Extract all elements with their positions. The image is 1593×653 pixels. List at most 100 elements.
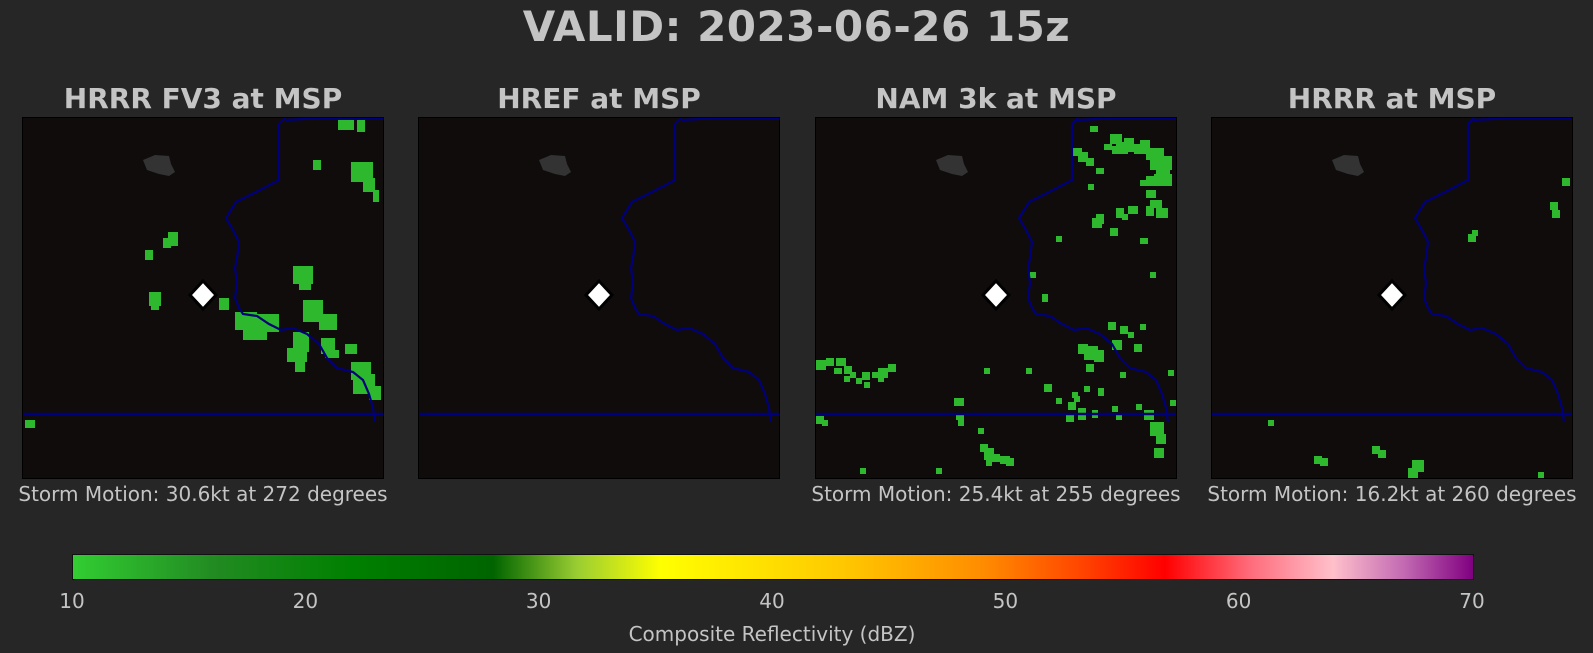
reflectivity-cell [1116, 414, 1122, 420]
state-border-line [284, 118, 383, 122]
reflectivity-cell [1078, 152, 1088, 162]
reflectivity-cell [878, 368, 888, 378]
reflectivity-cell [1320, 458, 1328, 466]
reflectivity-cell [299, 282, 311, 290]
reflectivity-cell [1090, 126, 1098, 132]
reflectivity-cell [1146, 190, 1156, 198]
reflectivity-cell [1140, 180, 1146, 186]
reflectivity-cell [1154, 448, 1164, 458]
colorbar-tick-label: 60 [1225, 589, 1252, 613]
reflectivity-cell [1154, 174, 1172, 186]
reflectivity-cell [878, 376, 884, 382]
reflectivity-cell [1078, 414, 1086, 420]
reflectivity-echoes [816, 126, 1176, 474]
reflectivity-cell [1104, 144, 1112, 150]
reflectivity-cell [1150, 200, 1162, 208]
reflectivity-cell [958, 420, 964, 426]
map-frame[interactable] [418, 117, 780, 479]
reflectivity-cell [836, 358, 846, 366]
reflectivity-cell [862, 372, 870, 380]
reflectivity-cell [1128, 332, 1134, 338]
reflectivity-cell [1268, 420, 1274, 426]
reflectivity-cell [1120, 326, 1128, 334]
reflectivity-cell [1092, 218, 1102, 228]
reflectivity-cell [1110, 134, 1122, 144]
panel-title: HRRR FV3 at MSP [63, 82, 343, 115]
map-frame[interactable] [1211, 117, 1573, 479]
reflectivity-cell [1108, 322, 1116, 330]
reflectivity-cell [1088, 184, 1094, 190]
reflectivity-cell [1372, 446, 1380, 454]
reflectivity-cell [872, 372, 878, 378]
reflectivity-cell [816, 360, 826, 370]
reflectivity-cell [1550, 202, 1558, 210]
reflectivity-cell [1072, 392, 1078, 398]
map-frame[interactable] [815, 117, 1177, 479]
reflectivity-cell [373, 190, 379, 202]
reflectivity-cell [986, 460, 992, 466]
reflectivity-map [419, 118, 779, 423]
reflectivity-cell [1146, 176, 1154, 186]
panel-title: HREF at MSP [497, 82, 701, 115]
reflectivity-cell [1084, 386, 1090, 392]
reflectivity-cell [1168, 370, 1174, 376]
reflectivity-cell [864, 382, 870, 388]
reflectivity-cell [313, 160, 321, 170]
reflectivity-cell [369, 386, 381, 400]
reflectivity-cell [149, 292, 161, 306]
reflectivity-cell [1122, 214, 1128, 220]
panel-title: NAM 3k at MSP [875, 82, 1117, 115]
colorbar [72, 554, 1474, 580]
reflectivity-cell [338, 120, 354, 130]
reflectivity-cell [363, 178, 375, 192]
reflectivity-cell [1150, 422, 1164, 436]
reflectivity-map [23, 118, 383, 428]
reflectivity-cell [978, 428, 984, 434]
reflectivity-echoes [25, 120, 381, 428]
colorbar-tick-label: 30 [525, 589, 552, 613]
reflectivity-cell [145, 250, 153, 260]
reflectivity-cell [295, 362, 305, 372]
map-frame[interactable] [22, 117, 384, 479]
reflectivity-cell [168, 232, 178, 246]
reflectivity-cell [1112, 146, 1128, 154]
state-border-line [1473, 118, 1572, 122]
reflectivity-cell [1140, 238, 1148, 244]
reflectivity-cell [1562, 178, 1570, 186]
reflectivity-cell [850, 372, 856, 378]
reflectivity-cell [1170, 400, 1176, 406]
reflectivity-cell [1006, 458, 1014, 466]
lake-shape [143, 155, 175, 176]
reflectivity-cell [243, 330, 267, 340]
reflectivity-cell [1056, 236, 1062, 242]
map-panel-hrrr-fv3: HRRR FV3 at MSP Storm Motion: 30.6kt at … [18, 82, 387, 506]
storm-motion-text: Storm Motion: 25.4kt at 255 degrees [811, 482, 1181, 506]
lake-shape [936, 155, 968, 176]
lake-shape [539, 155, 571, 176]
diamond-marker-icon [583, 278, 615, 312]
reflectivity-cell [834, 368, 842, 374]
diamond-marker-icon [187, 278, 219, 312]
main-title: VALID: 2023-06-26 15z [522, 2, 1071, 51]
reflectivity-cell [888, 364, 896, 372]
reflectivity-cell [219, 298, 229, 310]
reflectivity-cell [1314, 456, 1322, 464]
state-border-line [680, 118, 779, 122]
reflectivity-cell [1086, 364, 1094, 372]
reflectivity-cell [1156, 208, 1168, 218]
reflectivity-cell [325, 350, 339, 358]
reflectivity-cell [1472, 230, 1478, 236]
colorbar-tick-label: 20 [292, 589, 319, 613]
panel-title: HRRR at MSP [1287, 82, 1497, 115]
reflectivity-cell [1078, 408, 1086, 414]
reflectivity-cell [954, 398, 964, 406]
storm-motion-text: Storm Motion: 30.6kt at 272 degrees [18, 482, 388, 506]
reflectivity-cell [1078, 344, 1088, 354]
reflectivity-cell [1128, 206, 1138, 214]
reflectivity-cell [1124, 138, 1134, 152]
map-panel-nam-3k: NAM 3k at MSP Storm Motion: 25.4kt at 25… [811, 82, 1180, 506]
reflectivity-cell [984, 368, 990, 374]
colorbar-tick-label: 10 [59, 589, 85, 613]
reflectivity-cell [822, 420, 828, 426]
reflectivity-cell [1112, 406, 1118, 412]
